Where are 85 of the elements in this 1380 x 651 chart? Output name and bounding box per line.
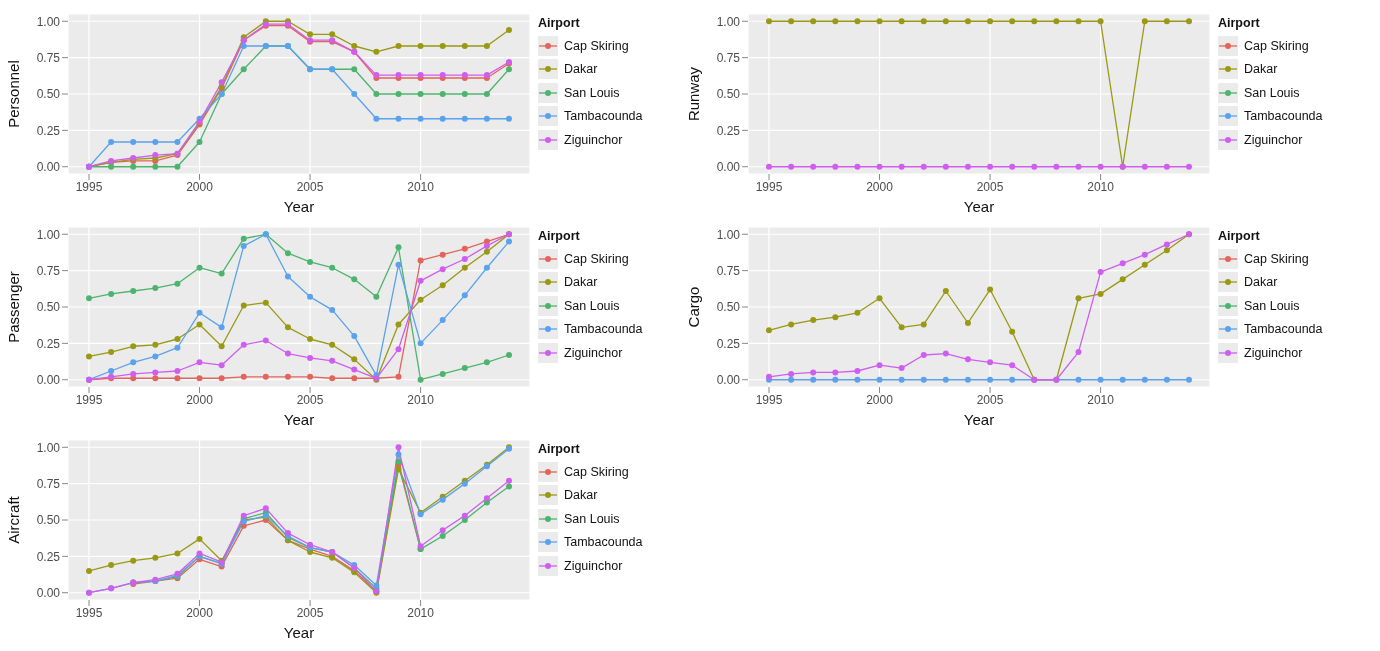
x-tick-label: 1995 <box>75 179 103 194</box>
x-tick-label: 2005 <box>976 392 1004 407</box>
x-tick-label: 2005 <box>296 605 324 620</box>
y-tick-label: 1.00 <box>36 227 61 242</box>
y-axis-title: Aircraft <box>5 495 23 544</box>
legend-label: Cap Skiring <box>1244 38 1309 53</box>
y-tick-label: 0.50 <box>36 300 61 315</box>
y-tick-label: 0.50 <box>716 87 741 102</box>
legend-label: Cap Skiring <box>1244 251 1309 266</box>
x-axis-title: Year <box>283 624 315 641</box>
y-tick-label: 0.25 <box>36 123 61 138</box>
y-tick-label: 0.00 <box>36 585 61 600</box>
y-tick-label: 0.00 <box>36 372 61 387</box>
legend-label: Ziguinchor <box>1244 132 1303 147</box>
y-axis-title: Runway <box>685 66 703 122</box>
y-tick-label: 1.00 <box>36 440 61 455</box>
x-tick-label: 2010 <box>407 179 435 194</box>
x-tick-label: 2005 <box>296 392 324 407</box>
x-tick-label: 2000 <box>186 392 214 407</box>
legend-label: Dakar <box>564 62 598 77</box>
legend-label: Cap Skiring <box>564 38 629 53</box>
legend-label: San Louis <box>1244 85 1300 100</box>
y-tick-label: 0.00 <box>716 159 741 174</box>
x-tick-label: 2000 <box>866 179 894 194</box>
x-tick-label: 1995 <box>75 605 103 620</box>
legend-label: San Louis <box>1244 298 1300 313</box>
legend-label: San Louis <box>564 85 620 100</box>
y-tick-label: 0.75 <box>36 263 61 278</box>
x-axis-title: Year <box>283 411 315 428</box>
y-tick-label: 0.50 <box>716 300 741 315</box>
y-tick-label: 0.50 <box>36 87 61 102</box>
legend-label: Dakar <box>1244 275 1278 290</box>
x-tick-label: 2010 <box>407 392 435 407</box>
legend-label: Cap Skiring <box>564 251 629 266</box>
y-tick-label: 1.00 <box>36 14 61 29</box>
x-tick-label: 2005 <box>976 179 1004 194</box>
y-tick-label: 0.50 <box>36 513 61 528</box>
x-axis-title: Year <box>963 411 995 428</box>
legend-label: Ziguinchor <box>564 132 623 147</box>
x-tick-label: 1995 <box>755 392 783 407</box>
legend-label: Dakar <box>564 275 598 290</box>
x-tick-label: 2010 <box>1087 392 1115 407</box>
y-tick-label: 0.25 <box>716 336 741 351</box>
legend-label: Tambacounda <box>1244 109 1323 124</box>
x-tick-label: 2010 <box>1087 179 1115 194</box>
y-tick-label: 0.75 <box>36 50 61 65</box>
x-axis-title: Year <box>963 198 995 215</box>
y-tick-label: 0.00 <box>716 372 741 387</box>
x-tick-label: 1995 <box>755 179 783 194</box>
y-tick-label: 0.00 <box>36 159 61 174</box>
y-tick-label: 0.25 <box>716 123 741 138</box>
legend-label: Ziguinchor <box>564 345 623 360</box>
y-axis-title: Personnel <box>5 60 23 128</box>
x-tick-label: 2000 <box>186 605 214 620</box>
y-tick-label: 1.00 <box>716 227 741 242</box>
legend-title: Airport <box>1218 229 1261 243</box>
x-tick-label: 1995 <box>75 392 103 407</box>
legend-title: Airport <box>538 16 581 30</box>
legend-label: Tambacounda <box>564 322 643 337</box>
legend-label: Tambacounda <box>564 109 643 124</box>
legend-label: Ziguinchor <box>564 558 623 573</box>
y-tick-label: 0.75 <box>716 263 741 278</box>
y-tick-label: 1.00 <box>716 14 741 29</box>
legend-title: Airport <box>538 229 581 243</box>
x-tick-label: 2000 <box>186 179 214 194</box>
legend-title: Airport <box>1218 16 1261 30</box>
y-tick-label: 0.25 <box>36 336 61 351</box>
x-tick-label: 2005 <box>296 179 324 194</box>
x-axis-title: Year <box>283 198 315 215</box>
legend-label: Cap Skiring <box>564 464 629 479</box>
y-tick-label: 0.75 <box>716 50 741 65</box>
legend-label: Dakar <box>1244 62 1278 77</box>
x-tick-label: 2000 <box>866 392 894 407</box>
legend-label: Dakar <box>564 488 598 503</box>
legend-label: Ziguinchor <box>1244 345 1303 360</box>
y-axis-title: Passenger <box>5 271 23 343</box>
y-tick-label: 0.75 <box>36 476 61 491</box>
y-tick-label: 0.25 <box>36 549 61 564</box>
legend-label: San Louis <box>564 298 620 313</box>
legend-label: San Louis <box>564 511 620 526</box>
y-axis-title: Cargo <box>685 286 703 328</box>
legend-title: Airport <box>538 442 581 456</box>
x-tick-label: 2010 <box>407 605 435 620</box>
legend-label: Tambacounda <box>564 535 643 550</box>
legend-label: Tambacounda <box>1244 322 1323 337</box>
